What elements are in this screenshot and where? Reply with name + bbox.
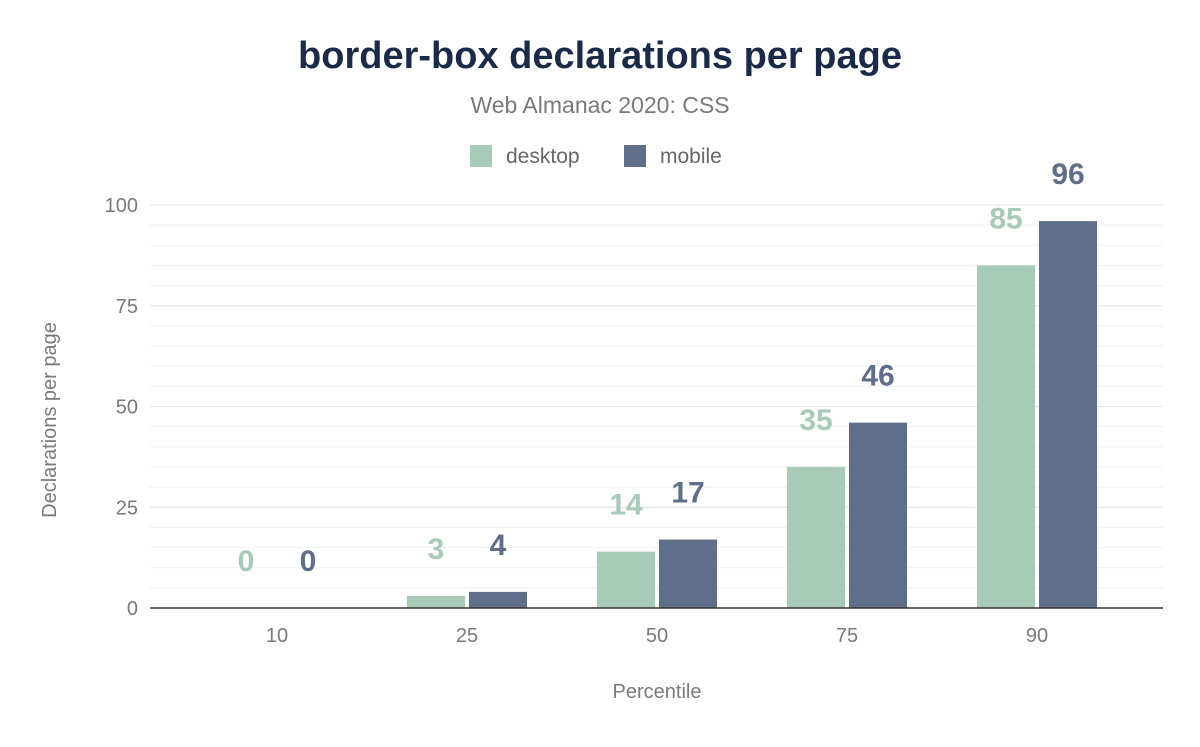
- data-label-mobile-10: 0: [300, 545, 317, 578]
- x-tick-label: 50: [646, 625, 668, 647]
- x-tick-label: 90: [1026, 625, 1048, 647]
- y-tick-label: 0: [127, 598, 138, 620]
- bars: 0 0 3 4 14 17 35 46 85 96: [238, 158, 1097, 608]
- data-label-mobile-25: 4: [490, 529, 507, 562]
- x-tick-label: 75: [836, 625, 858, 647]
- bar-mobile-75: [849, 422, 907, 608]
- data-label-mobile-90: 96: [1051, 158, 1084, 191]
- legend: desktop mobile: [470, 145, 722, 168]
- x-tick-label: 10: [266, 625, 288, 647]
- bar-desktop-90: [977, 265, 1035, 608]
- bar-mobile-90: [1039, 221, 1097, 608]
- y-tick-label: 50: [116, 397, 138, 419]
- legend-swatch-desktop: [470, 145, 492, 167]
- y-axis-label: Declarations per page: [39, 322, 61, 518]
- data-label-desktop-50: 14: [609, 489, 643, 522]
- bar-mobile-50: [659, 539, 717, 608]
- data-label-desktop-25: 3: [428, 533, 445, 566]
- data-label-desktop-75: 35: [799, 404, 832, 437]
- x-tick-label: 25: [456, 625, 478, 647]
- x-axis-label: Percentile: [613, 681, 702, 703]
- bar-desktop-75: [787, 466, 845, 608]
- chart-subtitle: Web Almanac 2020: CSS: [470, 92, 729, 118]
- data-label-mobile-50: 17: [671, 476, 704, 509]
- y-tick-label: 75: [116, 296, 138, 318]
- bar-desktop-25: [407, 595, 465, 608]
- bar-desktop-50: [597, 551, 655, 608]
- chart-title: border-box declarations per page: [298, 35, 902, 77]
- data-label-desktop-90: 85: [989, 202, 1022, 235]
- y-tick-label: 100: [105, 195, 138, 217]
- data-label-mobile-75: 46: [861, 360, 894, 393]
- data-label-desktop-10: 0: [238, 545, 255, 578]
- legend-label-desktop: desktop: [506, 145, 580, 168]
- x-axis-ticks: 10 25 50 75 90: [266, 625, 1048, 647]
- bar-mobile-25: [469, 591, 527, 608]
- legend-swatch-mobile: [624, 145, 646, 167]
- y-tick-label: 25: [116, 497, 138, 519]
- legend-label-mobile: mobile: [660, 145, 722, 168]
